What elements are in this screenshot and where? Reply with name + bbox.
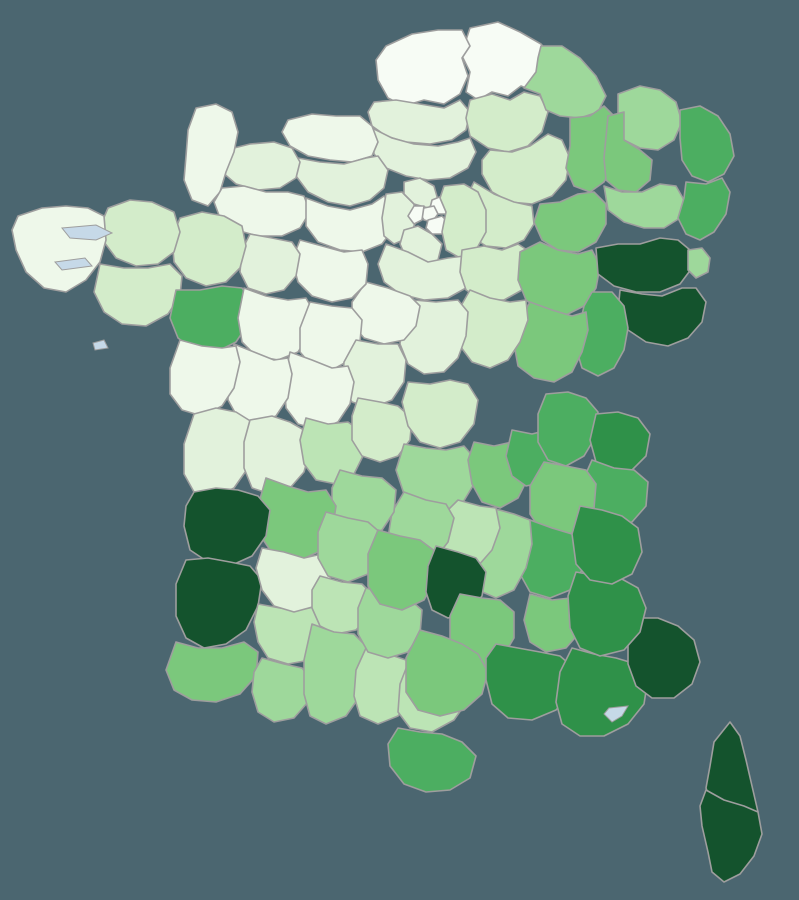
department-meurthe-et-moselle[interactable]: Meurthe-et-Moselle: [604, 112, 652, 192]
department-sarthe[interactable]: Sarthe: [292, 240, 368, 302]
department-pyr-n-es-orientales[interactable]: Pyrénées-Orientales: [388, 728, 476, 792]
department-landes[interactable]: Landes: [176, 558, 262, 648]
department-ain[interactable]: Ain: [538, 392, 598, 466]
department-haute-marne[interactable]: Haute-Marne: [534, 192, 606, 252]
baie-douarnenez-water: [54, 257, 93, 271]
department-var[interactable]: Var: [556, 648, 648, 736]
department-creuse[interactable]: Creuse: [352, 398, 412, 462]
department-hauts-de-seine[interactable]: Hauts-de-Seine: [408, 206, 424, 224]
department-ille-et-vilaine[interactable]: Ille-et-Vilaine: [172, 212, 246, 286]
department-bouches-du-rh-ne[interactable]: Bouches-du-Rhône: [486, 644, 574, 720]
etang-de-berre-water: [603, 705, 629, 723]
rade-de-brest-water: [61, 224, 114, 241]
department-alpes-maritimes[interactable]: Alpes-Maritimes: [628, 618, 700, 698]
water-layer: [54, 224, 629, 723]
department-territoire-de-belfort[interactable]: Territoire de Belfort: [688, 248, 710, 278]
department-marne[interactable]: Marne: [482, 134, 570, 204]
department-charente[interactable]: Charente: [244, 416, 310, 494]
department-aisne[interactable]: Aisne: [466, 92, 548, 152]
department-aveyron[interactable]: Aveyron: [368, 530, 436, 610]
department-eure[interactable]: Eure: [296, 156, 388, 206]
department-vaucluse[interactable]: Vaucluse: [524, 594, 582, 652]
department-haute-savoie[interactable]: Haute-Savoie: [590, 412, 650, 472]
department-vienne[interactable]: Vienne: [284, 352, 354, 430]
department-haute-sa-ne[interactable]: Haute-Saône: [596, 238, 692, 292]
department-haut-rhin[interactable]: Haut-Rhin: [678, 178, 730, 240]
department-gironde[interactable]: Gironde: [184, 488, 270, 566]
department-corse-du-sud[interactable]: Corse-du-Sud: [700, 790, 762, 882]
department-charente-maritime[interactable]: Charente-Maritime: [184, 408, 256, 498]
department-puy-de-d-me[interactable]: Puy-de-Dôme: [396, 444, 476, 512]
department-seine-maritime[interactable]: Seine-Maritime: [282, 114, 378, 162]
department-h-rault[interactable]: Hérault: [406, 630, 488, 716]
department-haute-garonne[interactable]: Haute-Garonne: [304, 624, 368, 724]
department-bas-rhin[interactable]: Bas-Rhin: [680, 106, 734, 182]
department-vend-e[interactable]: Vendée: [170, 340, 240, 416]
department-hautes-pyr-n-es[interactable]: Hautes-Pyrénées: [252, 658, 312, 722]
department-oise[interactable]: Oise: [372, 128, 476, 180]
department-somme[interactable]: Somme: [368, 100, 470, 144]
department-hautes-alpes[interactable]: Hautes-Alpes: [572, 506, 642, 584]
department-pas-de-calais[interactable]: Pas-de-Calais: [376, 30, 470, 106]
department-ardennes[interactable]: Ardennes: [524, 46, 606, 118]
department-c-tes-d-armor[interactable]: Côtes-d'Armor: [102, 200, 180, 266]
golfe-morbihan-water: [92, 339, 109, 351]
department-pyr-n-es-atlantiques[interactable]: Pyrénées-Atlantiques: [166, 642, 258, 702]
department-allier[interactable]: Allier: [402, 380, 478, 448]
